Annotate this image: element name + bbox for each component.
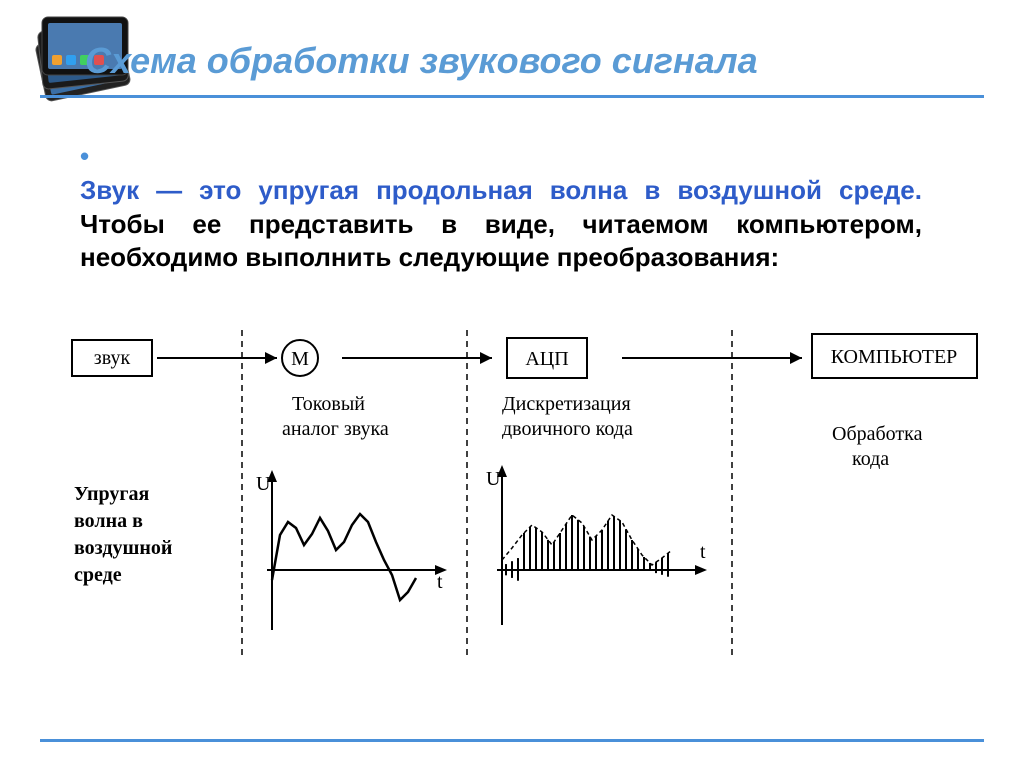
intro-highlight: Звук — это упругая продольная волна в во…	[80, 175, 922, 205]
stage2-axis-x: t	[437, 571, 443, 593]
intro-rest: Чтобы ее представить в виде, читаемом ко…	[80, 209, 922, 273]
stage2-caption-1: Токовый	[292, 393, 365, 415]
stage3-box-label: АЦП	[525, 348, 568, 370]
page-title: Схема обработки звукового сигнала	[85, 40, 984, 82]
stage3-caption-2: двоичного кода	[502, 418, 633, 440]
stage4-caption-2: кода	[852, 448, 889, 470]
stage1-caption-2: волна в	[74, 510, 143, 532]
sampled-wave-plot: U t	[486, 465, 707, 625]
stage2-symbol: М	[291, 348, 309, 370]
analog-wave-plot: U t	[256, 470, 447, 630]
stage4-caption-1: Обработка	[832, 423, 923, 445]
stage1-box-label: звук	[94, 347, 131, 369]
stage2-axis-y: U	[256, 473, 271, 495]
stage4-box-label: КОМПЬЮТЕР	[831, 346, 958, 368]
stage3-caption-1: Дискретизация	[502, 393, 631, 415]
intro-paragraph: • Звук — это упругая продольная волна в …	[80, 140, 954, 275]
stage1-caption-1: Упругая	[74, 483, 150, 505]
signal-processing-diagram: звук Упругая волна в воздушной среде М Т…	[60, 330, 984, 680]
stage1-caption-3: воздушной	[74, 537, 172, 559]
bullet-marker: •	[80, 140, 108, 174]
stage3-axis-x: t	[700, 541, 706, 563]
stage3-axis-y: U	[486, 468, 501, 490]
title-underline	[40, 95, 984, 98]
stage1-caption-4: среде	[74, 564, 122, 586]
stage2-caption-2: аналог звука	[282, 418, 389, 440]
footer-rule	[40, 739, 984, 742]
